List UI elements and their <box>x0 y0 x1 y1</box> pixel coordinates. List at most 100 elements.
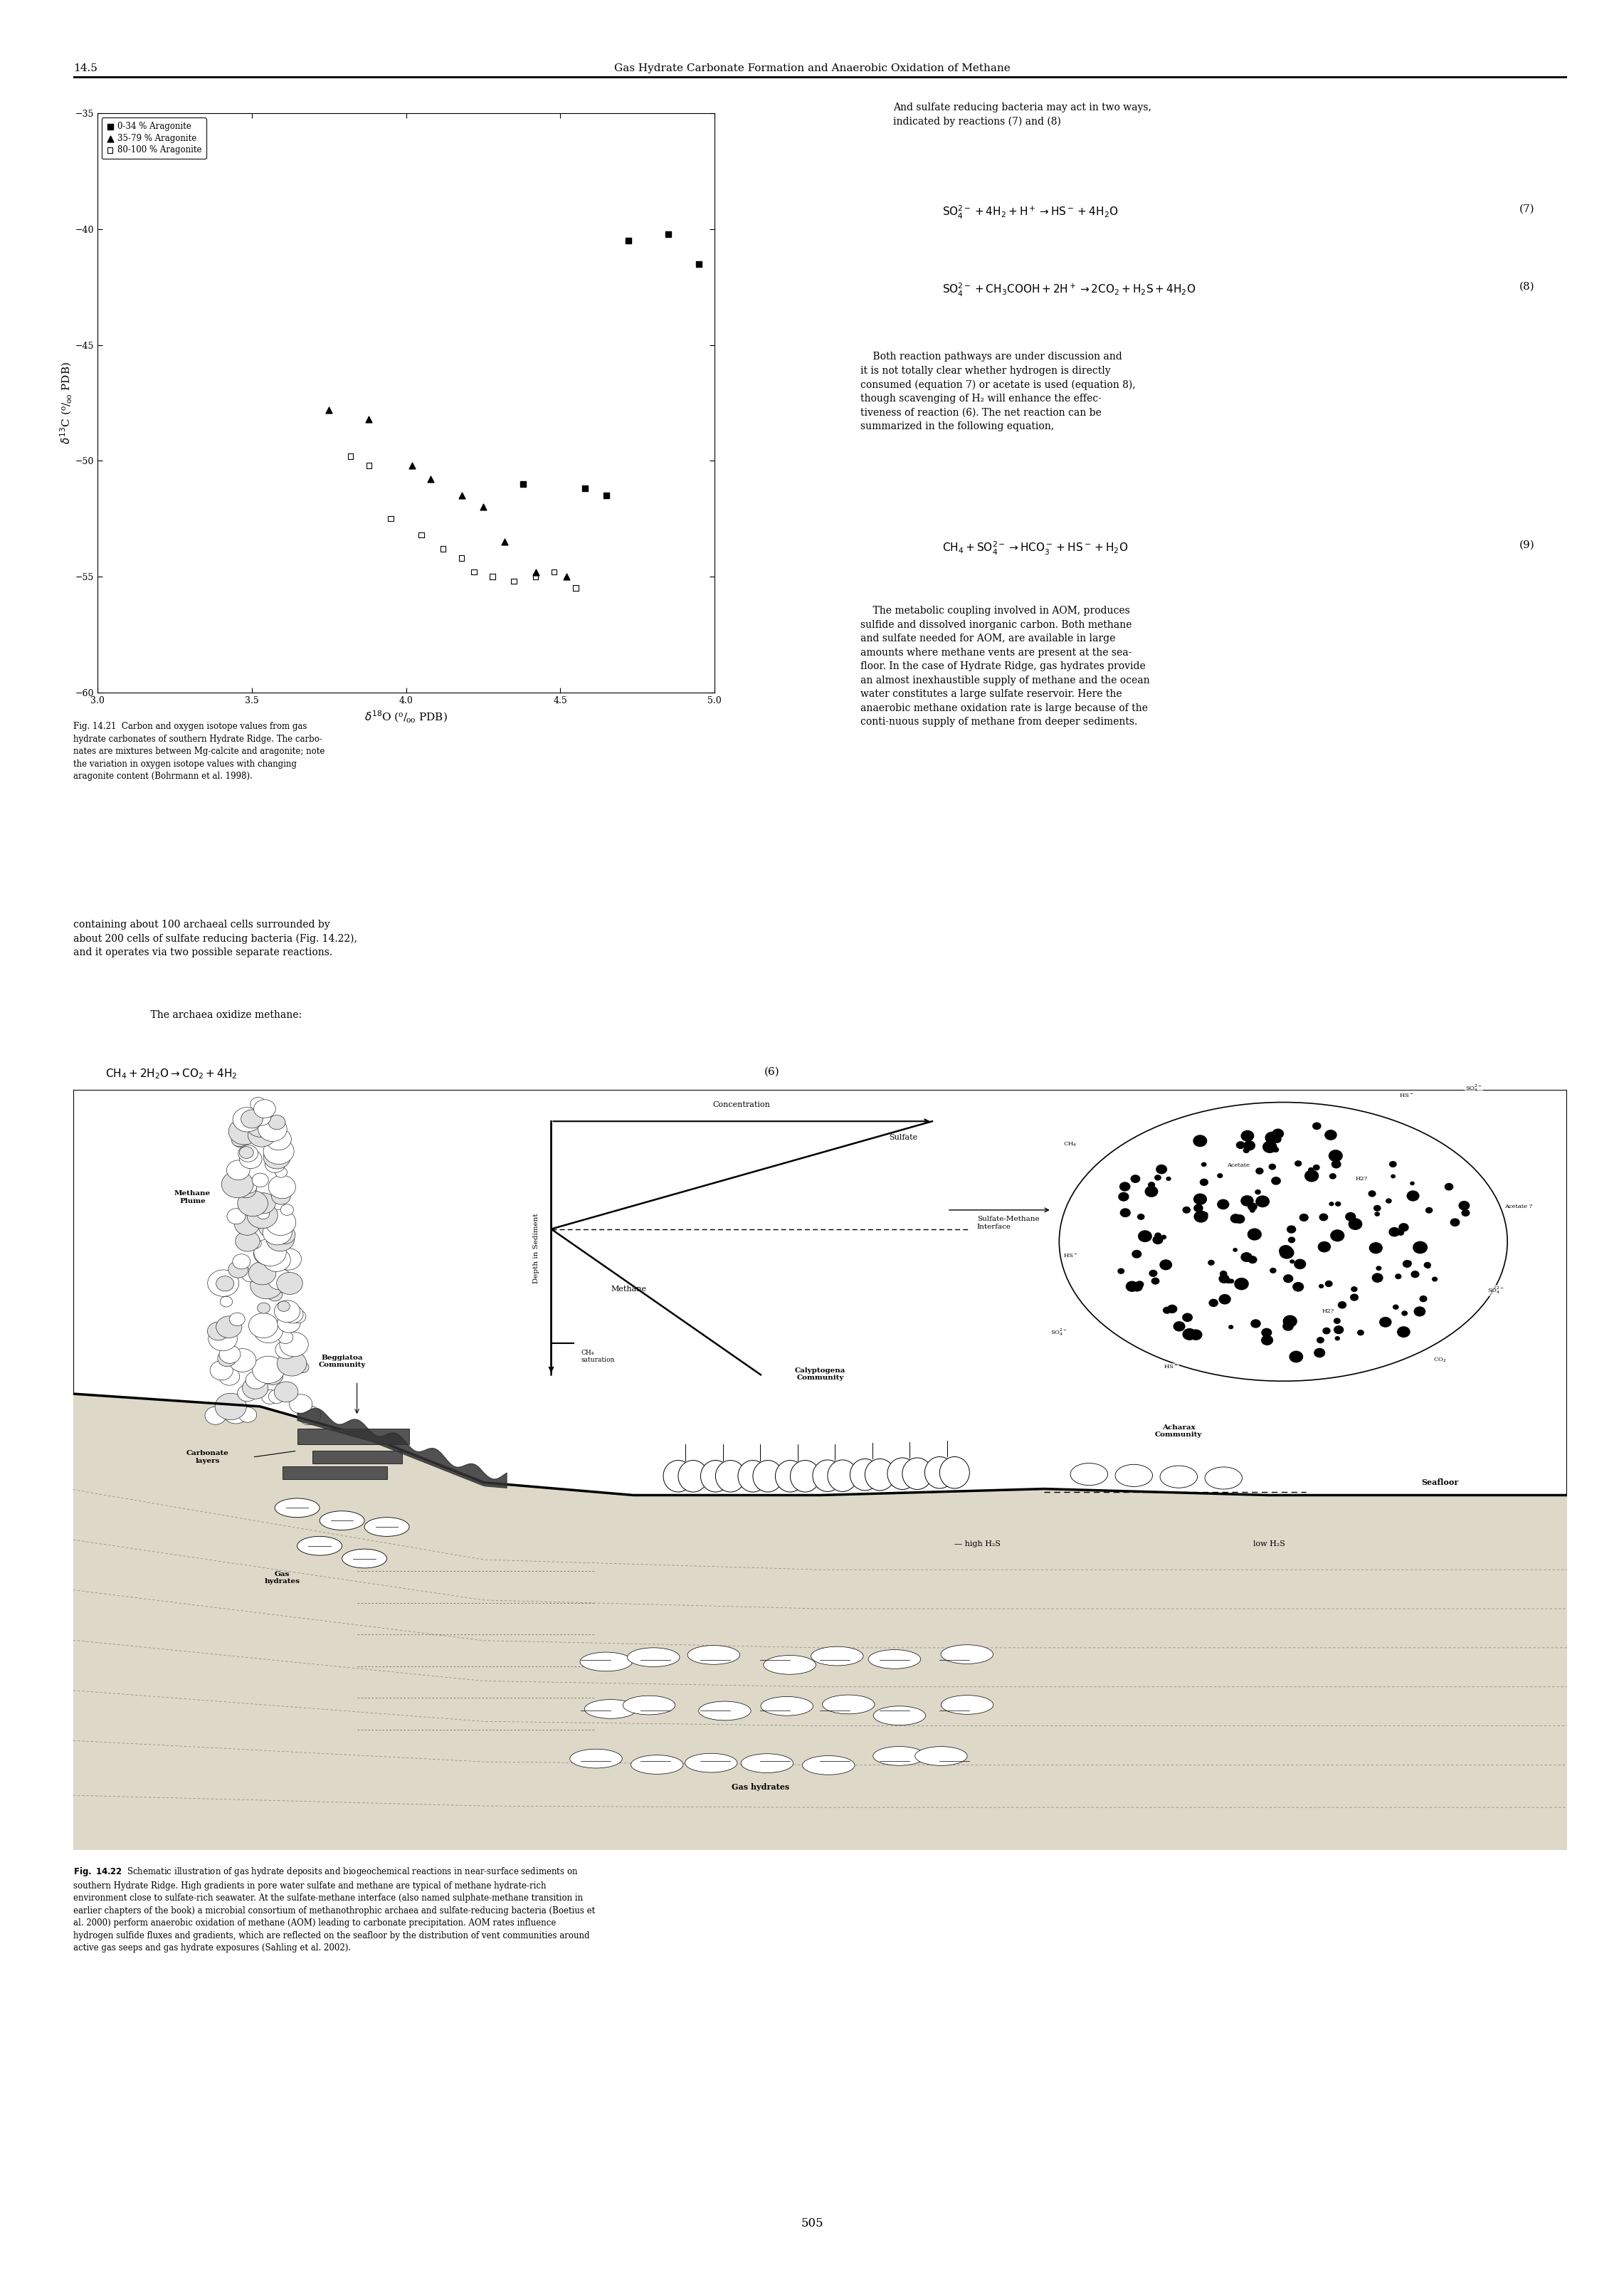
Circle shape <box>1182 1312 1192 1321</box>
Circle shape <box>1397 1230 1405 1235</box>
Circle shape <box>1272 1176 1281 1185</box>
Circle shape <box>242 1378 268 1398</box>
Circle shape <box>1328 1174 1337 1178</box>
Text: CH₄
saturation: CH₄ saturation <box>581 1348 615 1364</box>
Circle shape <box>291 1310 305 1323</box>
Circle shape <box>1374 1205 1380 1212</box>
Circle shape <box>1312 1121 1322 1130</box>
0-34 % Aragonite <box>615 222 641 259</box>
80-100 % Aragonite <box>448 540 474 577</box>
Circle shape <box>1255 1196 1270 1208</box>
Circle shape <box>257 1208 270 1219</box>
Circle shape <box>229 1348 257 1371</box>
Ellipse shape <box>828 1460 857 1491</box>
Circle shape <box>1312 1165 1320 1171</box>
Text: — high H₂S: — high H₂S <box>955 1539 1000 1548</box>
Circle shape <box>1260 1335 1273 1346</box>
Circle shape <box>214 1394 247 1421</box>
Circle shape <box>261 1367 283 1385</box>
Ellipse shape <box>940 1646 994 1664</box>
Text: Gas Hydrate Carbonate Formation and Anaerobic Oxidation of Methane: Gas Hydrate Carbonate Formation and Anae… <box>614 64 1010 73</box>
Text: Sulfate: Sulfate <box>888 1135 918 1142</box>
Circle shape <box>240 1110 263 1128</box>
Circle shape <box>1350 1294 1359 1301</box>
Text: $\mathrm{SO_4^{2-}+CH_3COOH+2H^+\rightarrow 2CO_2+H_2S+4H_2O}$: $\mathrm{SO_4^{2-}+CH_3COOH+2H^+\rightar… <box>942 281 1195 297</box>
Circle shape <box>232 1253 250 1269</box>
Circle shape <box>1155 1233 1161 1239</box>
Circle shape <box>1155 1174 1161 1180</box>
Circle shape <box>1283 1321 1294 1330</box>
Text: Acetate: Acetate <box>1228 1162 1250 1167</box>
Circle shape <box>248 1312 278 1337</box>
Circle shape <box>1182 1205 1190 1214</box>
Circle shape <box>208 1269 239 1296</box>
Ellipse shape <box>274 1498 320 1516</box>
Text: $\bf{Fig.\ 14.22}$  Schematic illustration of gas hydrate deposits and biogeoche: $\bf{Fig.\ 14.22}$ Schematic illustratio… <box>73 1866 594 1952</box>
Circle shape <box>266 1128 291 1151</box>
Text: Both reaction pathways are under discussion and
it is not totally clear whether : Both reaction pathways are under discuss… <box>861 352 1135 431</box>
Circle shape <box>1117 1269 1124 1273</box>
Circle shape <box>1351 1287 1358 1292</box>
Circle shape <box>268 1289 283 1301</box>
Ellipse shape <box>887 1457 918 1489</box>
Circle shape <box>1208 1298 1218 1308</box>
Circle shape <box>281 1205 294 1214</box>
Circle shape <box>1402 1310 1408 1317</box>
Circle shape <box>263 1219 292 1244</box>
Circle shape <box>1458 1201 1470 1210</box>
Text: HS$^-$: HS$^-$ <box>1064 1253 1078 1260</box>
Circle shape <box>232 1108 261 1133</box>
Text: Sulfate-Methane
Interface: Sulfate-Methane Interface <box>978 1214 1039 1230</box>
Circle shape <box>1345 1212 1356 1221</box>
X-axis label: $\delta^{18}$O ($\mathregular{^o/_{\!oo}}$ PDB): $\delta^{18}$O ($\mathregular{^o/_{\!oo}… <box>364 708 448 724</box>
Circle shape <box>1241 1196 1254 1205</box>
Circle shape <box>1393 1305 1398 1310</box>
80-100 % Aragonite <box>430 531 456 568</box>
Ellipse shape <box>716 1460 745 1491</box>
Ellipse shape <box>580 1653 632 1671</box>
Text: $\mathrm{CH_4+2H_2O\rightarrow CO_2+4H_2}$: $\mathrm{CH_4+2H_2O\rightarrow CO_2+4H_2… <box>106 1067 237 1081</box>
Circle shape <box>1335 1201 1341 1205</box>
Ellipse shape <box>1160 1466 1197 1487</box>
Circle shape <box>1168 1305 1177 1314</box>
Circle shape <box>1413 1242 1427 1253</box>
Circle shape <box>1148 1183 1155 1187</box>
Circle shape <box>1160 1260 1173 1271</box>
Circle shape <box>221 1171 253 1199</box>
Circle shape <box>242 1180 257 1194</box>
Circle shape <box>248 1237 261 1248</box>
Text: Beggiatoa
Community: Beggiatoa Community <box>318 1355 365 1369</box>
Circle shape <box>1398 1224 1410 1233</box>
0-34 % Aragonite <box>654 216 680 252</box>
Ellipse shape <box>940 1457 970 1489</box>
Circle shape <box>247 1203 278 1228</box>
Ellipse shape <box>679 1460 708 1491</box>
Circle shape <box>248 1262 276 1285</box>
Circle shape <box>1241 1130 1254 1142</box>
Circle shape <box>1358 1330 1364 1335</box>
Circle shape <box>1216 1174 1223 1178</box>
Text: SO$_4^{2-}$: SO$_4^{2-}$ <box>1051 1328 1067 1337</box>
Circle shape <box>289 1394 312 1414</box>
Text: 505: 505 <box>801 2218 823 2229</box>
Circle shape <box>208 1326 237 1351</box>
Text: Carbonate
layers: Carbonate layers <box>187 1451 229 1464</box>
Circle shape <box>1255 1189 1260 1194</box>
Text: (9): (9) <box>1518 540 1535 549</box>
Circle shape <box>1229 1214 1241 1224</box>
Ellipse shape <box>791 1460 820 1491</box>
Circle shape <box>1132 1283 1143 1292</box>
Circle shape <box>1166 1176 1171 1180</box>
Circle shape <box>239 1407 257 1423</box>
Ellipse shape <box>874 1746 926 1766</box>
Circle shape <box>1330 1230 1345 1242</box>
35-79 % Aragonite <box>400 447 425 484</box>
Circle shape <box>265 1210 296 1235</box>
Circle shape <box>268 1176 296 1199</box>
Circle shape <box>278 1351 307 1376</box>
Ellipse shape <box>685 1752 737 1773</box>
Text: Gas
hydrates: Gas hydrates <box>265 1571 300 1584</box>
Circle shape <box>1314 1348 1325 1357</box>
Text: The metabolic coupling involved in AOM, produces
sulfide and dissolved inorganic: The metabolic coupling involved in AOM, … <box>861 606 1150 726</box>
Circle shape <box>268 1269 292 1289</box>
